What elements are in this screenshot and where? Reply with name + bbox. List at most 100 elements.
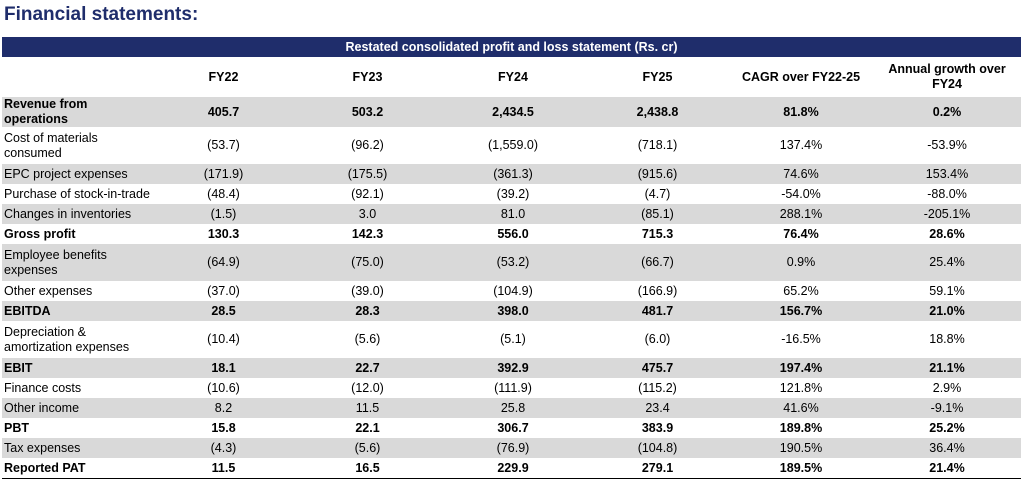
table-cell: 11.5 — [295, 398, 440, 418]
table-cell: -9.1% — [873, 398, 1022, 418]
table-cell: (718.1) — [637, 138, 678, 152]
table-cell: (111.9) — [494, 380, 532, 395]
table-cell: (10.6) — [207, 380, 240, 395]
table-cell: (39.0) — [351, 283, 384, 298]
table-cell: (166.9) — [637, 283, 678, 298]
table-cell: (64.9) — [152, 244, 295, 281]
page-title: Financial statements: — [4, 4, 199, 25]
row-label: EPC project expenses — [2, 164, 152, 184]
column-header: FY23 — [352, 69, 383, 84]
table-row: EBITDA 28.5 28.3 398.0 481.7 156.7% 21.0% — [2, 301, 1022, 321]
table-cell: (37.0) — [207, 283, 240, 298]
row-label: Employee benefits expenses — [2, 244, 152, 281]
table-cell: (12.0) — [351, 380, 384, 395]
table-cell: 189.5% — [729, 458, 873, 479]
row-label: Other income — [2, 398, 152, 418]
table-cell: (5.6) — [354, 332, 381, 346]
table-cell: (175.5) — [295, 164, 440, 184]
row-label: Finance costs — [4, 380, 82, 395]
table-cell: -205.1% — [873, 204, 1022, 224]
table-cell: 0.2% — [873, 97, 1022, 127]
table-cell: 121.8% — [779, 380, 823, 395]
row-label: PBT — [4, 420, 29, 435]
table-cell: 142.3 — [351, 226, 384, 241]
table-cell: 156.7% — [729, 301, 873, 321]
table-cell: (104.8) — [586, 438, 729, 458]
table-cell: (66.7) — [586, 244, 729, 281]
table-row: Tax expenses (4.3) (5.6) (76.9) (104.8) 190.5… — [2, 438, 1022, 458]
table-cell: (53.2) — [440, 244, 586, 281]
table-cell: (5.6) — [295, 438, 440, 458]
table-cell: (915.6) — [586, 164, 729, 184]
table-cell: 279.1 — [586, 458, 729, 479]
table-cell: 18.8% — [929, 332, 965, 346]
table-row: Changes in inventories (1.5) 3.0 81.0 (85.1)… — [2, 204, 1022, 224]
table-cell: 197.4% — [729, 358, 873, 378]
row-label: Revenue from operations — [2, 97, 152, 127]
table-row: Gross profit 130.3 142.3 556.0 715.3 76.4% 28.… — [2, 224, 1021, 244]
table-cell: (1.5) — [152, 204, 295, 224]
table-cell: 15.8 — [211, 420, 236, 435]
table-cell: (92.1) — [351, 186, 384, 201]
table-cell: 25.4% — [873, 244, 1022, 281]
table-cell: 81.0 — [440, 204, 586, 224]
table-cell: 288.1% — [729, 204, 873, 224]
table-cell: 21.4% — [873, 458, 1022, 479]
table-cell: 41.6% — [729, 398, 873, 418]
table-cell: 18.1 — [152, 358, 295, 378]
table-cell: 2,434.5 — [440, 97, 586, 127]
table-row: Purchase of stock-in-trade (48.4) (92.1) (3… — [2, 184, 1021, 204]
column-header: Annual growth over FY24 — [888, 62, 1006, 91]
table-cell: 130.3 — [207, 226, 240, 241]
table-cell: 36.4% — [873, 438, 1022, 458]
table-cell: (5.1) — [500, 332, 526, 346]
table-cell: 76.4% — [783, 226, 819, 241]
table-cell: 28.6% — [929, 226, 965, 241]
table-cell: 405.7 — [152, 97, 295, 127]
table-cell: (4.3) — [152, 438, 295, 458]
profit-loss-table: Restated consolidated profit and loss st… — [2, 37, 1022, 479]
row-label: Changes in inventories — [2, 204, 152, 224]
table-row: Other expenses (37.0) (39.0) (104.9) (166.9)… — [2, 281, 1021, 301]
table-cell: 398.0 — [440, 301, 586, 321]
table-cell: (6.0) — [644, 332, 671, 346]
table-cell: 715.3 — [641, 226, 674, 241]
table-row: Revenue from operations 405.7 503.2 2,434.5… — [2, 97, 1022, 127]
table-cell: 28.5 — [152, 301, 295, 321]
table-cell: 25.2% — [929, 420, 965, 435]
table-cell: 8.2 — [152, 398, 295, 418]
table-cell: 23.4 — [586, 398, 729, 418]
row-label: Cost of materials consumed — [4, 130, 98, 160]
table-cell: (48.4) — [207, 186, 240, 201]
table-cell: 475.7 — [586, 358, 729, 378]
table-cell: 16.5 — [295, 458, 440, 479]
row-label: Purchase of stock-in-trade — [4, 186, 150, 201]
table-row: Cost of materials consumed (53.7) (96.2) (1… — [2, 127, 1021, 164]
table-cell: 22.1 — [355, 420, 380, 435]
table-title: Restated consolidated profit and loss st… — [2, 37, 1022, 57]
table-cell: 21.0% — [873, 301, 1022, 321]
row-label: EBIT — [2, 358, 152, 378]
column-header-row: FY22 FY23 FY24 FY25 CAGR over FY22-25 An… — [2, 57, 1021, 97]
table-cell: (96.2) — [351, 138, 384, 152]
table-cell: (53.7) — [207, 138, 240, 152]
table-cell: 383.9 — [641, 420, 674, 435]
table-cell: 81.8% — [729, 97, 873, 127]
column-header: FY25 — [642, 69, 673, 84]
row-label: EBITDA — [2, 301, 152, 321]
table-cell: (171.9) — [152, 164, 295, 184]
table-row: Other income 8.2 11.5 25.8 23.4 41.6% -9.1% — [2, 398, 1022, 418]
table-cell: 59.1% — [929, 283, 965, 298]
column-header: FY22 — [208, 69, 239, 84]
table-cell: 28.3 — [295, 301, 440, 321]
row-label: Reported PAT — [2, 458, 152, 479]
table-cell: -54.0% — [781, 186, 821, 201]
table-cell: (4.7) — [644, 186, 671, 201]
table-row: EBIT 18.1 22.7 392.9 475.7 197.4% 21.1% — [2, 358, 1022, 378]
table-cell: 190.5% — [729, 438, 873, 458]
table-cell: 153.4% — [873, 164, 1022, 184]
table-row: EPC project expenses (171.9) (175.5) (361.3… — [2, 164, 1022, 184]
table-cell: 306.7 — [497, 420, 529, 435]
table-cell: 3.0 — [295, 204, 440, 224]
table-cell: (10.4) — [207, 332, 240, 346]
